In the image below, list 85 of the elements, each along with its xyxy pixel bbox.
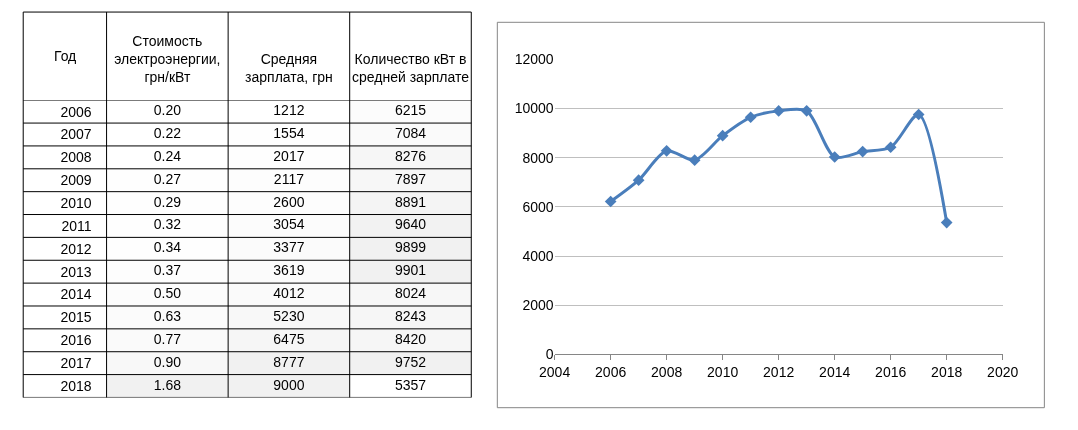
data-label: 5230 [273,307,305,324]
data-label: 0.34 [153,239,182,256]
x-tick-label: 2012 [763,364,795,381]
y-tick-label: 2007 [60,126,92,143]
y-tick-label: 6000 [522,198,554,215]
y-tick-label: 2014 [60,286,92,303]
y-tick-label: 2006 [60,103,92,120]
data-label: 3619 [273,262,305,279]
y-tick-label: 2009 [60,172,92,189]
data-label: 1212 [273,102,305,119]
point [744,111,757,124]
y-axis-title: Год [54,48,77,64]
data-label: 0.50 [153,285,182,302]
y-tick-label: 2000 [522,297,554,314]
data-label: 0.27 [153,170,182,187]
y-tick-label: 0 [545,346,554,363]
y-tick-label: 2016 [60,332,92,349]
x-tick-label: 2004 [539,364,571,381]
y-tick-label: 2012 [60,240,92,257]
data-label: 0.63 [153,307,182,324]
point [800,104,813,117]
x-tick-label: 2006 [595,364,627,381]
data-label: 1.68 [153,376,182,393]
data-label: 9640 [394,216,427,233]
data-label: 4012 [273,285,305,302]
data-label: 9901 [394,262,427,279]
data-label: 0.32 [153,216,182,233]
data-label: 9899 [394,239,427,256]
y-tick-label: 2010 [60,194,92,211]
point [856,145,869,158]
x-tick-label: 2008 [651,364,683,381]
data-label: 0.29 [153,193,182,210]
point [772,105,785,117]
y-tick-label: 10000 [514,100,554,117]
x-tick-label: 2018 [931,364,963,381]
point [688,154,701,166]
data-label: 3377 [273,239,305,256]
data-label: 6215 [394,102,427,119]
x-tick-label: Стоимость электроэнергии, грн/кВт [114,33,221,86]
data-label: 9752 [394,353,427,370]
data-label: 0.37 [153,262,182,279]
data-label: 3054 [273,216,305,233]
y-tick-label: 2013 [60,263,92,280]
data-label: 7084 [394,125,427,141]
x-tick-label: Количество кВт в средней зарплате [352,51,470,86]
point [940,216,953,229]
y-tick-label: 2015 [60,309,92,326]
y-tick-label: 12000 [514,51,554,68]
y-tick-label: 2017 [60,355,92,372]
data-label: 8243 [394,307,427,324]
data-label: 2600 [273,193,305,210]
x-tick-label: 2010 [707,364,739,381]
data-label: 0.24 [153,147,182,164]
data-label: 8777 [273,353,305,370]
x-tick-label: 2016 [875,364,907,381]
data-label: 7897 [394,170,427,187]
x-tick-label: 2020 [987,364,1019,381]
data-label: 8420 [394,330,427,347]
data-label: 2017 [273,147,305,164]
point [716,129,729,142]
point [884,141,897,154]
point [828,151,841,163]
data-label: 0.22 [153,125,182,141]
data-label: 8024 [394,285,427,302]
y-tick-label: 2018 [60,377,92,394]
data-label: 0.20 [153,102,182,119]
point [604,195,617,208]
data-label: 6475 [273,330,305,347]
point [632,174,645,186]
data-label: 1554 [273,125,305,141]
data-label: 0.77 [153,330,182,347]
data-label: 8891 [394,193,427,210]
x-tick-label: Средняя зарплата, грн [245,51,333,86]
point [912,108,925,121]
y-tick-label: 2008 [60,149,92,166]
data-label: 0.90 [153,353,182,370]
data-label: 2117 [273,170,305,187]
y-tick-label: 2011 [61,217,92,234]
data-label: 8276 [394,147,427,164]
x-tick-label: 2014 [819,364,851,381]
point [660,144,673,157]
y-tick-label: 8000 [522,149,554,166]
y-tick-label: 4000 [522,247,554,264]
data-label: 9000 [273,376,305,393]
data-label: 5357 [394,376,427,393]
